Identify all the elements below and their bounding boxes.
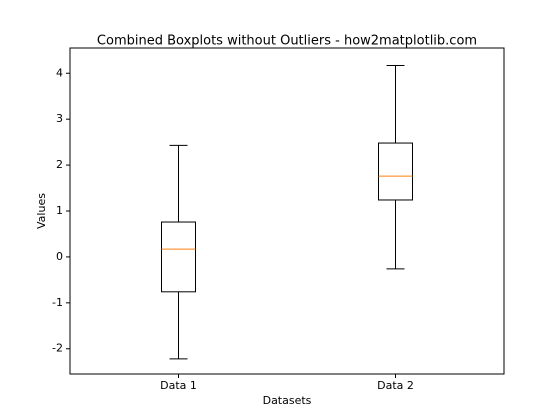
y-tick-label: 0 [56,250,63,263]
chart-title: Combined Boxplots without Outliers - how… [97,34,477,49]
x-axis-label: Datasets [263,394,312,407]
box [161,221,196,293]
y-tick-label: -1 [52,296,63,309]
y-tick-label: 4 [56,66,63,79]
y-tick-label: 3 [56,112,63,125]
x-tick-label: Data 1 [160,379,197,392]
y-tick-label: -2 [52,342,63,355]
y-axis-label: Values [35,193,48,229]
y-tick-label: 1 [56,204,63,217]
box [378,142,413,201]
y-tick-label: 2 [56,158,63,171]
plot-frame [69,47,505,375]
x-tick-label: Data 2 [377,379,414,392]
